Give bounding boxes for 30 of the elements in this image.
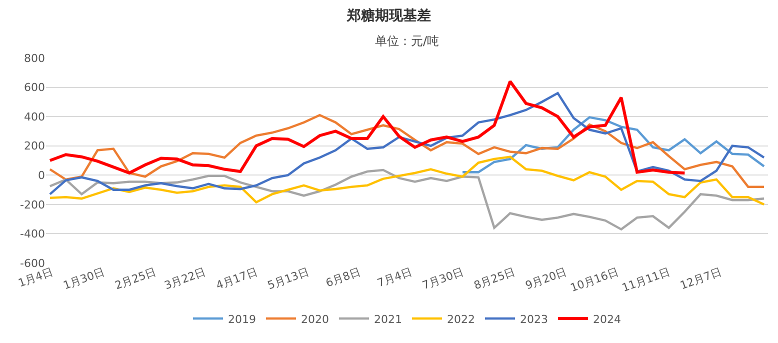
x-tick-label: 4月17日 <box>214 265 260 292</box>
x-tick-label: 11月11日 <box>620 265 672 295</box>
y-tick-label: 200 <box>24 140 45 153</box>
y-tick-label: 400 <box>24 110 45 124</box>
x-tick-label: 5月13日 <box>266 265 311 292</box>
y-tick-label: 600 <box>24 81 45 94</box>
y-tick-label: 800 <box>24 52 45 65</box>
x-tick-label: 3月22日 <box>162 265 208 292</box>
legend-label: 2022 <box>447 312 475 326</box>
y-tick-label: 0 <box>38 168 45 182</box>
x-tick-label: 9月20日 <box>524 265 569 292</box>
line-series <box>461 116 766 174</box>
y-tick-label: -200 <box>20 198 45 212</box>
legend-label: 2024 <box>593 312 621 326</box>
chart-title: 郑糖期现基差 <box>346 7 431 24</box>
x-tick-label: 2月25日 <box>113 265 158 292</box>
x-tick-label: 10月16日 <box>568 265 620 295</box>
y-tick-label: -600 <box>20 256 45 270</box>
chart-subtitle: 单位：元/吨 <box>375 34 440 48</box>
y-tick-label: -400 <box>20 228 45 241</box>
legend-label: 2021 <box>374 312 402 326</box>
x-tick-label: 7月4日 <box>376 265 414 290</box>
x-tick-label: 12月7日 <box>678 265 724 292</box>
legend-label: 2019 <box>228 312 256 326</box>
x-tick-label: 1月30日 <box>62 265 106 292</box>
legend-label: 2023 <box>520 312 548 326</box>
x-tick-label: 7月30日 <box>420 265 466 292</box>
legend-label: 2020 <box>301 312 329 326</box>
x-tick-label: 6月8日 <box>324 265 362 290</box>
x-tick-label: 8月25日 <box>472 265 518 292</box>
